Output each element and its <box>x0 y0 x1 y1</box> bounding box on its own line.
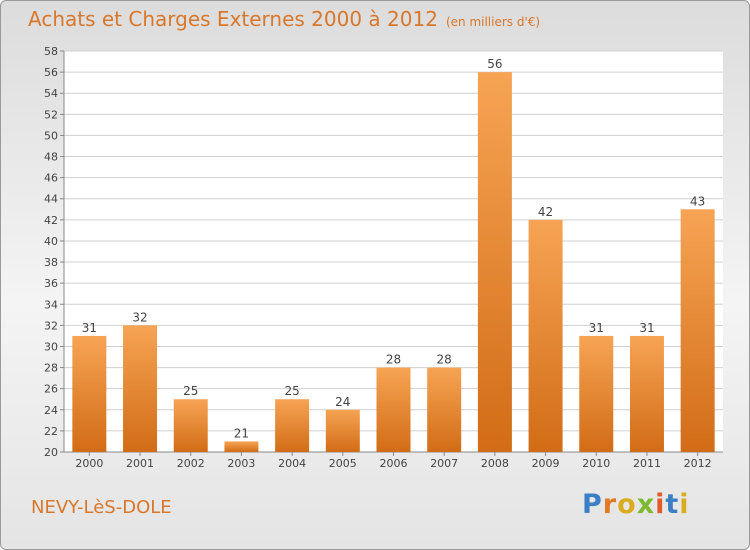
x-tick-label: 2010 <box>582 457 610 470</box>
data-label: 31 <box>589 321 604 335</box>
data-label: 25 <box>183 384 198 398</box>
y-tick-label: 26 <box>44 383 58 396</box>
data-label: 28 <box>386 353 401 367</box>
x-tick-label: 2001 <box>126 457 154 470</box>
bar <box>376 367 411 452</box>
bar <box>528 219 563 452</box>
x-tick-label: 2008 <box>481 457 509 470</box>
data-label: 32 <box>132 310 147 324</box>
y-tick-label: 24 <box>44 404 58 417</box>
bar <box>680 209 715 452</box>
bar <box>579 335 614 452</box>
y-tick-label: 52 <box>44 108 58 121</box>
y-tick-label: 28 <box>44 362 58 375</box>
y-tick-label: 22 <box>44 425 58 438</box>
x-tick-label: 2004 <box>278 457 306 470</box>
title-text: Achats et Charges Externes 2000 à 2012 <box>28 7 438 31</box>
y-tick-label: 46 <box>44 172 58 185</box>
x-tick-label: 2006 <box>380 457 408 470</box>
y-tick-label: 54 <box>44 87 58 100</box>
data-label: 43 <box>690 194 705 208</box>
data-label: 31 <box>82 321 97 335</box>
location-name: NEVY-LèS-DOLE <box>31 497 172 518</box>
x-tick-label: 2011 <box>633 457 661 470</box>
y-tick-label: 20 <box>44 446 58 459</box>
bar <box>477 72 512 453</box>
bar <box>224 441 259 452</box>
x-tick-label: 2009 <box>532 457 560 470</box>
bar <box>275 399 310 452</box>
x-tick-label: 2003 <box>227 457 255 470</box>
logo-letter: x <box>636 489 656 520</box>
chart-title: Achats et Charges Externes 2000 à 2012 (e… <box>28 7 540 31</box>
y-tick-label: 36 <box>44 277 58 290</box>
data-label: 25 <box>284 384 299 398</box>
data-label: 56 <box>487 57 502 71</box>
y-tick-label: 58 <box>44 45 58 58</box>
data-label: 21 <box>234 426 249 440</box>
y-tick-label: 48 <box>44 151 58 164</box>
y-tick-label: 32 <box>44 319 58 332</box>
bar <box>123 325 158 452</box>
data-label: 28 <box>437 353 452 367</box>
y-tick-label: 50 <box>44 129 58 142</box>
bar <box>325 409 360 452</box>
y-tick-label: 40 <box>44 235 58 248</box>
logo-letter: i <box>679 489 690 520</box>
x-tick-label: 2005 <box>329 457 357 470</box>
logo-letter: i <box>655 489 666 520</box>
data-label: 24 <box>335 395 350 409</box>
bar <box>427 367 462 452</box>
data-label: 42 <box>538 205 553 219</box>
y-tick-label: 38 <box>44 256 58 269</box>
proxiti-logo: Proxiti <box>582 489 690 520</box>
y-tick-label: 56 <box>44 66 58 79</box>
x-tick-label: 2000 <box>75 457 103 470</box>
logo-letter: o <box>617 489 637 520</box>
x-tick-label: 2012 <box>684 457 712 470</box>
logo-letter: t <box>665 489 680 520</box>
y-tick-label: 30 <box>44 340 58 353</box>
y-tick-label: 42 <box>44 214 58 227</box>
y-tick-label: 44 <box>44 193 58 206</box>
x-tick-label: 2007 <box>430 457 458 470</box>
bar <box>72 335 107 452</box>
unit-label: (en milliers d'€) <box>445 15 541 29</box>
data-label: 31 <box>639 321 654 335</box>
bar <box>173 399 208 452</box>
bar <box>629 335 664 452</box>
y-tick-label: 34 <box>44 298 58 311</box>
logo-letter: r <box>602 489 618 520</box>
x-tick-label: 2002 <box>177 457 205 470</box>
logo-letter: P <box>582 489 603 520</box>
